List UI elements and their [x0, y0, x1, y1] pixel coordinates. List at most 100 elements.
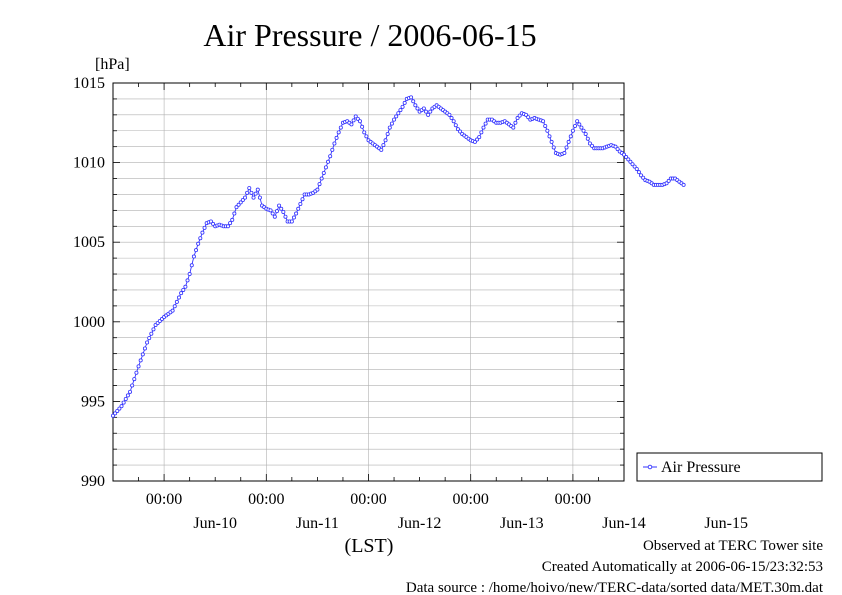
- footer-created: Created Automatically at 2006-06-15/23:3…: [542, 559, 823, 575]
- data-point: [336, 130, 341, 135]
- data-point: [338, 125, 343, 130]
- data-point: [181, 287, 186, 292]
- data-point: [381, 143, 386, 148]
- data-point: [483, 121, 488, 126]
- data-point: [296, 206, 301, 211]
- data-point: [253, 191, 258, 196]
- data-point: [392, 117, 397, 122]
- data-point: [319, 176, 324, 181]
- data-point: [208, 219, 213, 224]
- data-point: [147, 336, 152, 341]
- data-point: [113, 411, 118, 416]
- data-point: [272, 214, 277, 219]
- data-point: [119, 404, 124, 409]
- data-point: [479, 130, 484, 135]
- y-tick-label: 990: [81, 473, 105, 490]
- data-point: [581, 128, 586, 133]
- data-point: [145, 340, 150, 345]
- x-time-label: 00:00: [452, 491, 488, 508]
- data-point: [426, 112, 431, 117]
- x-day-label: Jun-10: [193, 515, 237, 532]
- data-point: [149, 331, 154, 336]
- data-point: [172, 304, 177, 309]
- data-point: [174, 299, 179, 304]
- data-point: [666, 178, 671, 183]
- x-time-label: 00:00: [146, 491, 182, 508]
- data-point: [281, 209, 286, 214]
- data-point: [270, 211, 275, 216]
- data-point: [362, 130, 367, 135]
- data-point: [315, 187, 320, 192]
- data-point: [385, 131, 390, 136]
- data-point: [423, 109, 428, 114]
- data-point: [357, 119, 362, 124]
- data-point: [268, 208, 273, 213]
- data-point: [577, 122, 582, 127]
- data-point: [383, 138, 388, 143]
- data-point: [364, 134, 369, 139]
- data-point: [294, 211, 299, 216]
- footer-observed: Observed at TERC Tower site: [643, 538, 823, 554]
- chart-title: Air Pressure / 2006-06-15: [203, 17, 536, 53]
- data-point: [123, 397, 128, 402]
- data-point: [121, 400, 126, 405]
- data-point: [451, 119, 456, 124]
- data-point: [622, 152, 627, 157]
- data-point: [562, 151, 567, 156]
- data-point: [240, 198, 245, 203]
- data-point: [300, 197, 305, 202]
- x-time-label: 00:00: [350, 491, 386, 508]
- data-point: [243, 195, 248, 200]
- data-point: [274, 209, 279, 214]
- data-point: [411, 99, 416, 104]
- data-point: [413, 103, 418, 108]
- data-point: [291, 215, 296, 220]
- data-point: [421, 106, 426, 111]
- x-day-label: Jun-15: [704, 515, 748, 532]
- data-point: [549, 139, 554, 144]
- data-point: [449, 116, 454, 121]
- data-point: [279, 206, 284, 211]
- data-point: [590, 143, 595, 148]
- x-day-label: Jun-11: [296, 515, 339, 532]
- legend: Air Pressure: [636, 452, 823, 482]
- data-point: [524, 112, 529, 117]
- series-air-pressure: [111, 95, 686, 418]
- data-point: [573, 123, 578, 128]
- data-point: [277, 203, 282, 208]
- data-point: [398, 108, 403, 113]
- data-point: [639, 173, 644, 178]
- data-point: [453, 123, 458, 128]
- data-point: [517, 113, 522, 118]
- data-point: [238, 200, 243, 205]
- data-point: [283, 214, 288, 219]
- x-day-label: Jun-13: [500, 515, 544, 532]
- data-point: [626, 157, 631, 162]
- data-point: [681, 182, 686, 187]
- data-point: [353, 114, 358, 119]
- data-point: [234, 205, 239, 210]
- data-point: [458, 129, 463, 134]
- data-point: [125, 393, 130, 398]
- data-point: [202, 225, 207, 230]
- data-point: [636, 170, 641, 175]
- data-point: [632, 164, 637, 169]
- data-point: [566, 139, 571, 144]
- data-point: [515, 116, 520, 121]
- data-point: [117, 406, 122, 411]
- data-point: [400, 104, 405, 109]
- data-point: [247, 186, 252, 191]
- data-point: [230, 217, 235, 222]
- data-point: [328, 154, 333, 159]
- data-point: [389, 121, 394, 126]
- data-point: [615, 147, 620, 152]
- y-axis-label: [hPa]: [95, 56, 130, 73]
- data-point: [475, 137, 480, 142]
- x-axis-ticks: 00:00 00:00 00:00 00:00 00:00 Jun-10 Jun-11 Jun…: [112, 83, 748, 532]
- data-point: [624, 155, 629, 160]
- data-point: [481, 125, 486, 130]
- data-point: [472, 139, 477, 144]
- data-point: [545, 128, 550, 133]
- data-point: [526, 115, 531, 120]
